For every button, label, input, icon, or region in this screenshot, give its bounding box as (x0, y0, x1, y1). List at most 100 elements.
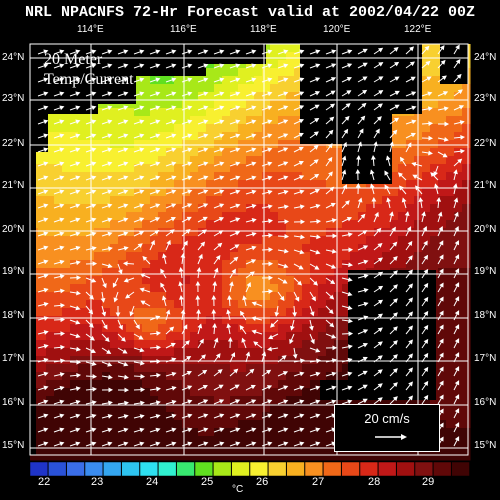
temperature-cell (206, 92, 215, 101)
current-arrowhead (200, 354, 206, 360)
temperature-cell (86, 436, 95, 445)
temperature-cell (54, 396, 63, 405)
temperature-cell (270, 76, 279, 85)
current-arrowhead (374, 211, 379, 217)
temperature-cell (334, 300, 343, 309)
temperature-cell (334, 452, 343, 461)
current-arrowhead (386, 197, 391, 203)
current-arrowhead (43, 344, 49, 349)
temperature-cell (318, 236, 327, 245)
current-arrowhead (235, 91, 241, 97)
temperature-cell (222, 364, 231, 373)
current-arrowhead (411, 91, 417, 96)
current-arrowhead (299, 63, 305, 69)
current-arrowhead (187, 77, 193, 83)
temperature-cell (246, 420, 255, 429)
current-arrowhead (91, 119, 97, 125)
temperature-cell (406, 260, 415, 269)
temperature-cell (158, 404, 167, 413)
temperature-cell (166, 404, 175, 413)
current-arrowhead (75, 147, 81, 153)
temperature-cell (286, 284, 295, 293)
colorbar-tick-label: 29 (422, 476, 435, 488)
current-arrowhead (362, 76, 368, 81)
temperature-cell (342, 252, 351, 261)
temperature-cell (358, 204, 367, 213)
temperature-cell (310, 380, 319, 389)
temperature-cell (438, 388, 447, 397)
temperature-cell (446, 108, 455, 117)
current-arrowhead (299, 49, 305, 55)
temperature-cell (150, 428, 159, 437)
temperature-cell (326, 436, 335, 445)
temperature-cell (78, 380, 87, 389)
temperature-cell (174, 244, 183, 253)
current-arrowhead (75, 305, 81, 311)
temperature-cell (422, 244, 431, 253)
current-arrowhead (385, 155, 391, 161)
current-arrowhead (363, 273, 369, 279)
current-arrowhead (219, 161, 225, 167)
current-arrowhead (392, 368, 398, 374)
temperature-cell (446, 124, 455, 133)
temperature-colorbar (30, 462, 470, 476)
temperature-cell (86, 324, 95, 333)
temperature-cell (166, 196, 175, 205)
temperature-cell (38, 428, 47, 437)
temperature-cell (326, 452, 335, 461)
temperature-cell (142, 308, 151, 317)
temperature-cell (102, 316, 111, 325)
temperature-cell (350, 236, 359, 245)
temperature-cell (118, 436, 127, 445)
temperature-cell (438, 220, 447, 229)
current-arrowhead (299, 358, 305, 364)
lat-label-right: 23°N (474, 93, 497, 104)
temperature-cell (38, 436, 47, 445)
current-arrowhead (377, 257, 383, 263)
temperature-cell (462, 364, 471, 373)
temperature-cell (462, 236, 471, 245)
temperature-cell (94, 244, 103, 253)
land-block (136, 44, 206, 76)
current-arrowhead (59, 274, 65, 279)
current-arrowhead (59, 133, 65, 139)
current-arrowhead (361, 102, 367, 108)
temperature-cell (62, 452, 71, 461)
temperature-cell (142, 292, 151, 301)
temperature-cell (446, 148, 455, 157)
temperature-cell (302, 380, 311, 389)
current-arrowhead (203, 203, 209, 208)
temperature-cell (182, 292, 191, 301)
temperature-cell (158, 148, 167, 157)
temperature-cell (102, 388, 111, 397)
current-arrowhead (375, 128, 380, 134)
temperature-cell (422, 396, 431, 405)
temperature-cell (94, 172, 103, 181)
temperature-cell (230, 324, 239, 333)
temperature-cell (62, 388, 71, 397)
temperature-cell (270, 140, 279, 149)
temperature-cell (190, 420, 199, 429)
current-arrowhead (346, 90, 352, 95)
current-arrowhead (154, 230, 160, 235)
temperature-cell (46, 284, 55, 293)
current-arrowhead (76, 372, 82, 378)
temperature-cell (462, 100, 471, 109)
temperature-cell (190, 380, 199, 389)
temperature-cell (102, 268, 111, 277)
temperature-cell (110, 268, 119, 277)
temperature-cell (222, 172, 231, 181)
temperature-cell (462, 228, 471, 237)
current-arrowhead (171, 63, 177, 69)
current-arrowhead (270, 322, 276, 328)
temperature-cell (174, 180, 183, 189)
temperature-cell (54, 300, 63, 309)
current-arrowhead (422, 226, 428, 232)
temperature-cell (158, 436, 167, 445)
temperature-cell (286, 60, 295, 69)
temperature-cell (166, 268, 175, 277)
current-arrowhead (43, 371, 49, 377)
colorbar-swatch (66, 462, 85, 476)
temperature-cell (302, 364, 311, 373)
temperature-cell (174, 268, 183, 277)
